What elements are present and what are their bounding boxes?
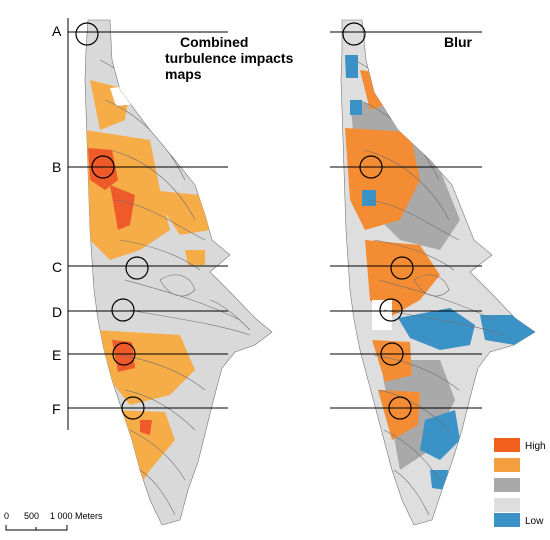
title-line-1: Combined: [180, 34, 248, 50]
circle-marker: [91, 155, 115, 179]
circle-marker: [121, 396, 145, 420]
blue-zone: [398, 308, 475, 350]
circle-marker: [111, 298, 135, 322]
legend-swatch-high: [494, 438, 520, 452]
title-line-3: maps: [165, 66, 202, 82]
red-zone: [110, 185, 135, 230]
circle-marker: [125, 256, 149, 280]
circle-marker: [390, 256, 414, 280]
circle-marker: [388, 396, 412, 420]
row-label-C: C: [52, 259, 62, 275]
orange-zone: [185, 250, 205, 265]
title-line-2: turbulence impacts: [165, 50, 294, 66]
blue-zone: [480, 315, 535, 345]
circle-marker: [342, 22, 366, 46]
circle-marker: [359, 155, 383, 179]
circle-marker: [380, 342, 404, 366]
blue-zone: [350, 100, 362, 115]
scale-bar: 0 500 1 000 Meters: [4, 511, 103, 531]
orange-zone: [150, 190, 210, 235]
row-label-D: D: [52, 304, 62, 320]
circle-marker: [112, 342, 136, 366]
circle-marker: [379, 298, 403, 322]
legend-swatch-3: [494, 478, 520, 492]
row-label-E: E: [52, 347, 61, 363]
circle-marker: [75, 22, 99, 46]
scale-tick-0: 0: [4, 511, 9, 521]
blue-zone: [345, 55, 358, 78]
blue-zone: [362, 190, 376, 206]
legend-swatch-2: [494, 458, 520, 472]
red-zone: [140, 420, 152, 435]
right-circles: [342, 22, 414, 420]
row-label-A: A: [52, 23, 62, 39]
row-label-F: F: [52, 401, 61, 417]
left-map: [67, 18, 273, 526]
right-contours: [353, 59, 505, 516]
left-impact-zones: [85, 80, 210, 500]
legend-swatch-4: [494, 498, 520, 512]
right-impact-zones: [345, 55, 535, 490]
scale-tick-1000: 1 000 Meters: [50, 511, 103, 521]
right-map-title: Blur: [444, 34, 473, 50]
right-map: [330, 19, 536, 526]
left-map-title: Combined turbulence impacts maps: [165, 34, 294, 82]
right-row-lines: [330, 31, 482, 409]
row-labels: A B C D E F: [52, 23, 62, 417]
scale-bar-line: [5, 525, 68, 531]
left-circles: [75, 22, 149, 420]
legend: High Low: [494, 438, 546, 527]
legend-label-low: Low: [525, 516, 544, 527]
blue-zone: [420, 410, 460, 460]
scale-tick-500: 500: [24, 511, 39, 521]
legend-label-high: High: [525, 441, 546, 452]
white-gap: [372, 300, 392, 330]
row-label-B: B: [52, 159, 61, 175]
legend-swatch-low: [494, 513, 520, 527]
